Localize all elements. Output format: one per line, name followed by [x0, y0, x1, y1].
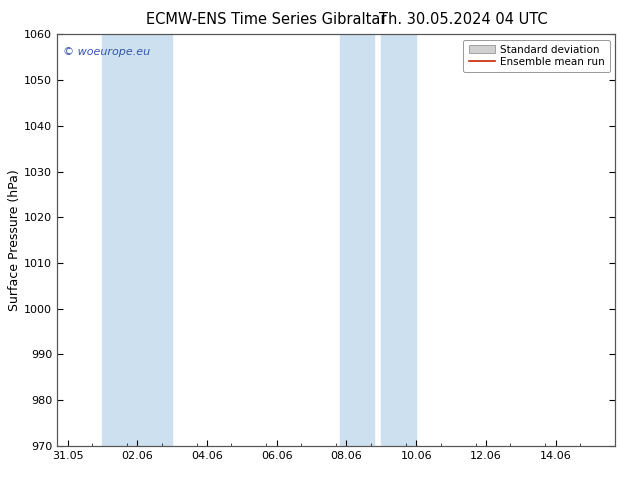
- Bar: [382, 34, 417, 446]
- Text: ECMW-ENS Time Series Gibraltar: ECMW-ENS Time Series Gibraltar: [146, 12, 387, 27]
- Bar: [340, 34, 375, 446]
- Text: Th. 30.05.2024 04 UTC: Th. 30.05.2024 04 UTC: [378, 12, 547, 27]
- Bar: [138, 34, 172, 446]
- Y-axis label: Surface Pressure (hPa): Surface Pressure (hPa): [8, 169, 22, 311]
- Legend: Standard deviation, Ensemble mean run: Standard deviation, Ensemble mean run: [463, 40, 610, 72]
- Text: © woeurope.eu: © woeurope.eu: [63, 47, 150, 57]
- Bar: [103, 34, 138, 446]
